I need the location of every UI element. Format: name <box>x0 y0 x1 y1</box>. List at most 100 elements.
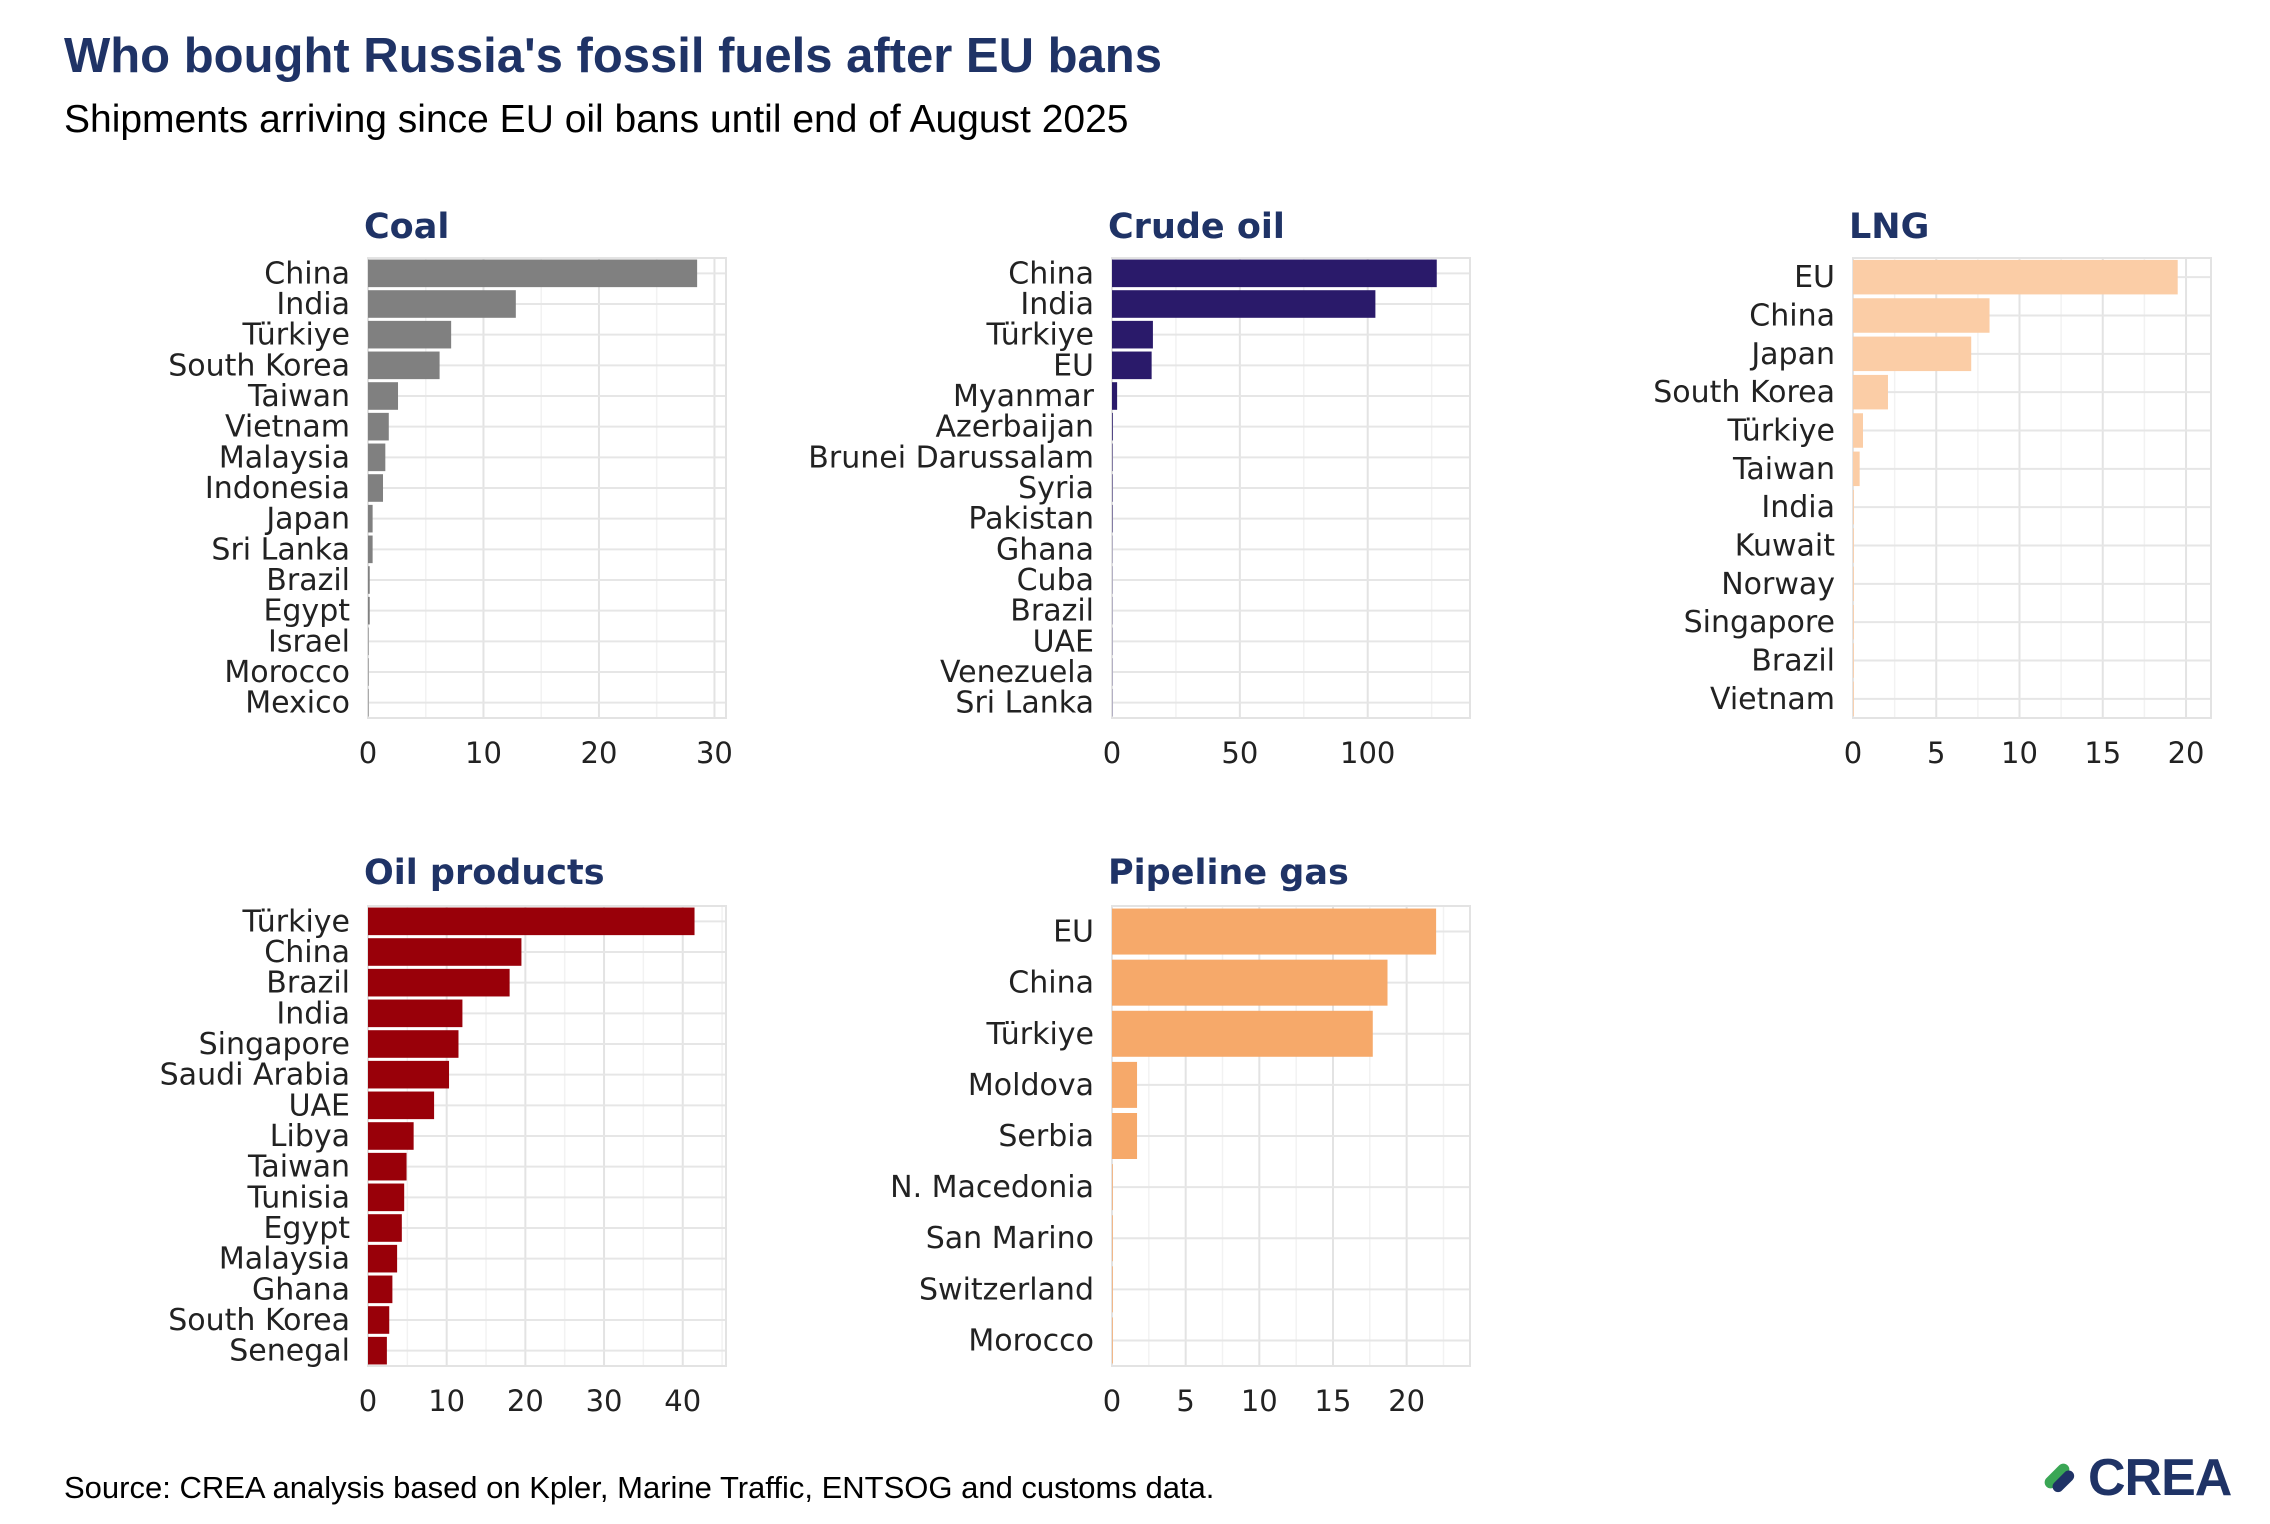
bar <box>1112 1113 1138 1159</box>
category-label: Morocco <box>224 655 350 690</box>
bar <box>368 1060 450 1089</box>
category-label: Morocco <box>968 1323 1094 1358</box>
category-label: Syria <box>1018 471 1094 506</box>
x-tick-label: 0 <box>359 736 377 770</box>
bar <box>368 412 389 441</box>
category-label: South Korea <box>168 1303 350 1338</box>
category-label: EU <box>1794 260 1835 295</box>
x-tick-label: 0 <box>359 1384 377 1418</box>
bar <box>1853 259 2178 295</box>
bar <box>1112 1317 1113 1364</box>
chart-title: Who bought Russia's fossil fuels after E… <box>64 29 1162 83</box>
category-label: Türkiye <box>242 904 350 939</box>
x-tick-label: 10 <box>2001 736 2038 770</box>
bar <box>1112 290 1376 318</box>
category-label: EU <box>1053 915 1094 950</box>
category-label: China <box>1008 966 1094 1001</box>
x-tick-label: 15 <box>1315 1384 1352 1418</box>
bar <box>368 351 440 380</box>
panel-title: Pipeline gas <box>1108 853 1349 893</box>
category-label: N. Macedonia <box>890 1170 1094 1205</box>
x-tick-label: 0 <box>1103 1384 1121 1418</box>
bar <box>368 382 399 410</box>
category-label: Vietnam <box>1710 682 1835 717</box>
category-label: Vietnam <box>225 410 350 445</box>
category-label: UAE <box>289 1088 350 1123</box>
bar <box>1853 489 1854 525</box>
category-label: Ghana <box>996 532 1094 567</box>
category-label: China <box>264 256 350 291</box>
bar <box>368 1030 459 1058</box>
x-tick-label: 50 <box>1221 736 1258 770</box>
x-tick-label: 20 <box>507 1384 544 1418</box>
category-label: Japan <box>1749 337 1835 372</box>
category-label: Cuba <box>1017 563 1094 598</box>
category-label: South Korea <box>168 348 350 383</box>
category-label: Egypt <box>263 1211 350 1246</box>
category-label: Serbia <box>998 1119 1094 1154</box>
category-label: China <box>264 935 350 970</box>
panel-title: LNG <box>1849 207 1929 247</box>
bar <box>1112 443 1113 472</box>
category-label: Türkiye <box>1727 414 1835 449</box>
bar <box>368 566 370 594</box>
panel-title: Oil products <box>364 853 605 893</box>
bar <box>368 688 369 717</box>
bar <box>1853 528 1854 563</box>
category-label: Kuwait <box>1735 529 1835 564</box>
category-label: EU <box>1053 348 1094 383</box>
crea-logo: CREA <box>2038 1448 2232 1508</box>
category-label: Japan <box>264 502 350 537</box>
category-label: San Marino <box>926 1221 1094 1256</box>
category-label: Saudi Arabia <box>160 1058 350 1093</box>
bar <box>1853 374 1888 410</box>
bar <box>1853 566 1854 602</box>
bar <box>1112 908 1437 955</box>
source-note: Source: CREA analysis based on Kpler, Ma… <box>64 1470 1215 1505</box>
bar <box>1112 259 1437 288</box>
x-tick-label: 15 <box>2084 736 2121 770</box>
category-label: India <box>276 996 350 1031</box>
bar <box>1853 451 1860 487</box>
bar <box>368 1336 387 1365</box>
bar <box>368 968 510 997</box>
category-label: India <box>1761 490 1835 525</box>
bar <box>368 1152 407 1181</box>
category-label: Egypt <box>263 594 350 629</box>
bar <box>1112 504 1113 533</box>
bar <box>1853 643 1854 678</box>
bar <box>1112 1164 1113 1211</box>
crea-leaf-icon <box>2044 1463 2075 1493</box>
category-label: Mexico <box>245 686 350 721</box>
bar <box>1112 382 1118 410</box>
bar <box>1112 1010 1373 1057</box>
bar <box>368 1183 405 1212</box>
category-label: Senegal <box>229 1334 350 1369</box>
bar <box>368 1091 435 1120</box>
x-tick-label: 30 <box>586 1384 623 1418</box>
bar <box>368 1275 393 1304</box>
category-label: Ghana <box>252 1272 350 1307</box>
category-label: Sri Lanka <box>955 686 1094 721</box>
x-tick-label: 5 <box>1176 1384 1194 1418</box>
bar <box>368 443 386 472</box>
bar <box>1853 413 1863 448</box>
bar <box>368 259 698 288</box>
bar <box>368 535 373 564</box>
category-label: Brunei Darussalam <box>808 440 1094 475</box>
x-tick-label: 5 <box>1927 736 1945 770</box>
bar <box>368 938 522 966</box>
category-label: China <box>1008 256 1094 291</box>
bar <box>1853 604 1854 640</box>
category-label: Brazil <box>1010 594 1094 629</box>
category-label: Türkiye <box>986 1017 1094 1052</box>
category-label: Indonesia <box>205 471 350 506</box>
bar <box>1112 474 1113 502</box>
bar <box>368 1122 414 1150</box>
category-label: Taiwan <box>247 379 350 414</box>
category-label: Myanmar <box>953 379 1095 414</box>
category-label: Türkiye <box>242 318 350 353</box>
category-label: Taiwan <box>247 1150 350 1185</box>
